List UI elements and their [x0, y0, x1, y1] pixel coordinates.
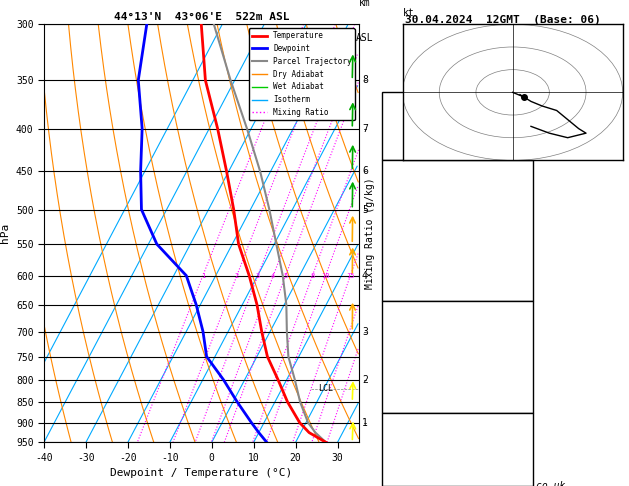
FancyBboxPatch shape [382, 301, 533, 413]
Text: PW (cm): PW (cm) [387, 146, 428, 156]
Text: 1: 1 [362, 417, 368, 428]
Y-axis label: hPa: hPa [1, 223, 11, 243]
Text: 1: 1 [201, 273, 205, 278]
Text: Surface: Surface [437, 163, 479, 173]
Text: 334: 334 [511, 337, 528, 347]
Text: 30.04.2024  12GMT  (Base: 06): 30.04.2024 12GMT (Base: 06) [405, 15, 601, 25]
Text: 9: 9 [523, 426, 528, 436]
Text: 3: 3 [256, 273, 260, 278]
Text: -5: -5 [516, 242, 528, 252]
Legend: Temperature, Dewpoint, Parcel Trajectory, Dry Adiabat, Wet Adiabat, Isotherm, Mi: Temperature, Dewpoint, Parcel Trajectory… [248, 28, 355, 120]
X-axis label: Dewpoint / Temperature (°C): Dewpoint / Temperature (°C) [110, 468, 292, 478]
FancyBboxPatch shape [382, 413, 533, 486]
Text: 955: 955 [511, 316, 528, 326]
Text: StmDir: StmDir [387, 458, 423, 468]
Text: 6: 6 [523, 474, 528, 484]
Text: 54: 54 [516, 127, 528, 137]
Text: 2.33: 2.33 [505, 146, 528, 156]
Text: 27.2: 27.2 [505, 176, 528, 186]
Text: LCL: LCL [318, 384, 333, 393]
Text: 4: 4 [362, 271, 368, 280]
Text: 4: 4 [271, 273, 276, 278]
Text: 13.1: 13.1 [505, 198, 528, 208]
Text: Pressure (mb): Pressure (mb) [387, 316, 464, 326]
Text: StmSpd (kt): StmSpd (kt) [387, 474, 452, 484]
Text: CAPE (J): CAPE (J) [387, 378, 435, 388]
Text: Lifted Index: Lifted Index [387, 242, 458, 252]
Text: 8: 8 [310, 273, 314, 278]
Text: 2: 2 [362, 375, 368, 385]
Text: CIN (J): CIN (J) [387, 399, 428, 409]
Text: Lifted Index: Lifted Index [387, 358, 458, 367]
Text: 334: 334 [511, 220, 528, 230]
Text: CIN (J): CIN (J) [387, 286, 428, 296]
Text: Dewp (°C): Dewp (°C) [387, 198, 440, 208]
FancyBboxPatch shape [382, 92, 533, 160]
Text: θₑ(K): θₑ(K) [387, 220, 417, 230]
Text: EH: EH [387, 426, 399, 436]
Text: Temp (°C): Temp (°C) [387, 176, 440, 186]
Text: 68: 68 [516, 286, 528, 296]
Text: 15: 15 [346, 273, 355, 278]
Text: CAPE (J): CAPE (J) [387, 264, 435, 274]
Text: SREH: SREH [387, 442, 411, 452]
Text: 6: 6 [362, 166, 368, 176]
Text: 68: 68 [516, 399, 528, 409]
Text: 1099: 1099 [505, 378, 528, 388]
Text: Hodograph: Hodograph [431, 416, 484, 426]
Text: 8: 8 [362, 75, 368, 85]
Text: 25: 25 [516, 107, 528, 117]
Text: 7: 7 [362, 123, 368, 134]
FancyBboxPatch shape [382, 160, 533, 301]
Text: © weatheronline.co.uk: © weatheronline.co.uk [442, 481, 565, 486]
Text: 223°: 223° [505, 458, 528, 468]
Text: km: km [359, 0, 370, 8]
Text: 2: 2 [235, 273, 239, 278]
Text: Most Unstable: Most Unstable [420, 304, 496, 314]
Text: 3: 3 [362, 327, 368, 336]
Text: 5: 5 [362, 205, 368, 214]
Text: -5: -5 [516, 358, 528, 367]
Text: ASL: ASL [356, 33, 374, 43]
Text: K: K [387, 107, 393, 117]
Text: 1099: 1099 [505, 264, 528, 274]
Text: 16: 16 [516, 442, 528, 452]
Text: Totals Totals: Totals Totals [387, 127, 464, 137]
Text: Mixing Ratio (g/kg): Mixing Ratio (g/kg) [365, 177, 375, 289]
Text: 5: 5 [284, 273, 287, 278]
Title: 44°13'N  43°06'E  522m ASL: 44°13'N 43°06'E 522m ASL [113, 12, 289, 22]
Text: θₑ (K): θₑ (K) [387, 337, 423, 347]
Text: 10: 10 [321, 273, 330, 278]
Text: kt: kt [403, 8, 415, 18]
